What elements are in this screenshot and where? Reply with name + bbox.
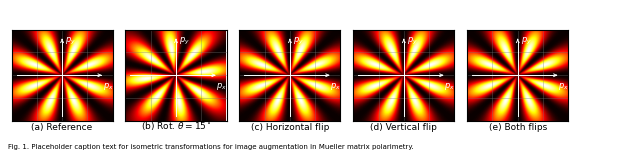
Text: $p_x$: $p_x$ (102, 81, 113, 92)
Text: $p_x$: $p_x$ (558, 81, 569, 92)
Text: $p_y$: $p_y$ (293, 36, 304, 47)
Text: (e) Both flips: (e) Both flips (488, 123, 547, 132)
Text: (b) Rot. $\theta = 15^\circ$: (b) Rot. $\theta = 15^\circ$ (141, 120, 211, 132)
Text: (d) Vertical flip: (d) Vertical flip (371, 123, 437, 132)
Text: $p_x$: $p_x$ (444, 81, 455, 92)
Text: $p_y$: $p_y$ (407, 36, 418, 47)
Text: $p_y$: $p_y$ (179, 36, 190, 47)
Text: $p_y$: $p_y$ (521, 36, 532, 47)
Text: $p_y$: $p_y$ (65, 36, 76, 47)
Text: Fig. 1. Placeholder caption text for isometric transformations for image augment: Fig. 1. Placeholder caption text for iso… (8, 145, 413, 150)
Text: $p_x$: $p_x$ (216, 81, 227, 92)
Text: $p_x$: $p_x$ (330, 81, 341, 92)
Text: (a) Reference: (a) Reference (31, 123, 93, 132)
Text: (c) Horizontal flip: (c) Horizontal flip (251, 123, 329, 132)
